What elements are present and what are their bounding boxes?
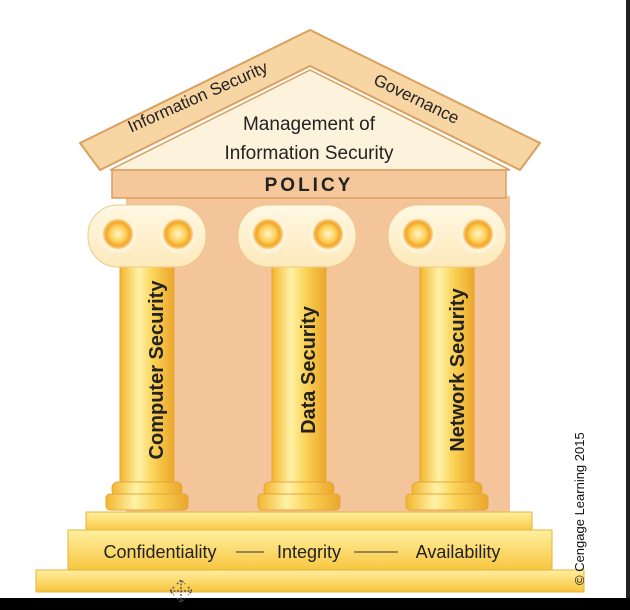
copyright-notice: © Cengage Learning 2015 bbox=[572, 432, 587, 585]
column-base-plinth bbox=[105, 493, 189, 511]
column-shaft bbox=[419, 261, 475, 485]
roof-inner-line1: Management of bbox=[243, 114, 376, 135]
base-item-integrity: Integrity bbox=[277, 542, 341, 562]
volute-left bbox=[99, 215, 137, 253]
column-label-network-security: Network Security bbox=[447, 287, 469, 451]
column-label-computer-security: Computer Security bbox=[146, 280, 168, 460]
volute-right bbox=[159, 215, 197, 253]
column-base-plinth bbox=[257, 493, 341, 511]
policy-bar bbox=[111, 169, 507, 199]
base-item-availability: Availability bbox=[416, 542, 501, 562]
step-top bbox=[85, 511, 533, 533]
volute-left bbox=[399, 215, 437, 253]
column-network-security bbox=[387, 204, 507, 511]
roof-outer bbox=[78, 28, 542, 172]
volute-right bbox=[309, 215, 347, 253]
volute-left bbox=[249, 215, 287, 253]
column-computer-security bbox=[87, 204, 207, 511]
policy-text: POLICY bbox=[265, 175, 354, 196]
step-bottom bbox=[35, 569, 585, 593]
column-shaft bbox=[271, 261, 327, 485]
move-cursor-icon bbox=[169, 579, 193, 603]
column-base-plinth bbox=[405, 493, 489, 511]
bottom-bar bbox=[0, 598, 630, 610]
volute-right bbox=[459, 215, 497, 253]
roof-inner-line2: Information Security bbox=[225, 143, 394, 164]
column-label-data-security: Data Security bbox=[298, 305, 320, 434]
base-item-confidentiality: Confidentiality bbox=[103, 542, 216, 562]
window-edge bbox=[626, 0, 630, 610]
step-middle bbox=[67, 529, 553, 573]
column-data-security bbox=[237, 204, 357, 511]
